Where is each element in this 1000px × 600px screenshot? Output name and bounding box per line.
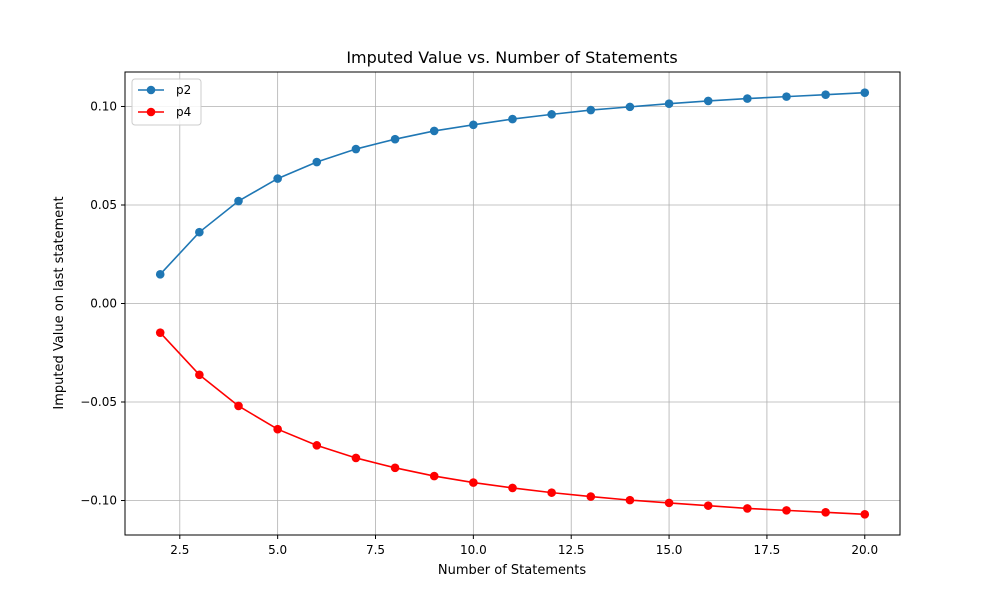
data-point-p4 bbox=[664, 498, 674, 508]
data-point-p2 bbox=[155, 270, 165, 279]
data-point-p2 bbox=[312, 157, 322, 167]
data-point-p4 bbox=[821, 508, 830, 517]
data-point-p2 bbox=[743, 94, 752, 103]
data-point-p2 bbox=[586, 105, 596, 115]
x-axis: 2.5 5.0 7.5 10.0 12.5 15.0 17.5 20.0 bbox=[170, 535, 878, 557]
y-tick-label: 0.05 bbox=[90, 198, 117, 212]
data-point-p2 bbox=[508, 114, 517, 124]
x-tick-label: 2.5 bbox=[170, 543, 189, 557]
data-point-p2 bbox=[195, 227, 204, 237]
data-point-p4 bbox=[195, 370, 204, 380]
data-point-p2 bbox=[625, 102, 635, 112]
legend-item-p4: p4 bbox=[138, 105, 191, 119]
x-tick-label: 7.5 bbox=[366, 543, 385, 557]
x-tick-label: 12.5 bbox=[558, 543, 585, 557]
data-point-p4 bbox=[508, 483, 517, 493]
data-point-p2 bbox=[547, 110, 556, 119]
data-point-p4 bbox=[625, 495, 635, 505]
x-tick-label: 15.0 bbox=[656, 543, 683, 557]
data-point-p2 bbox=[429, 126, 439, 136]
data-point-p2 bbox=[390, 134, 400, 144]
data-point-p2 bbox=[351, 144, 361, 154]
legend-label: p2 bbox=[176, 83, 191, 97]
data-point-p4 bbox=[312, 441, 322, 450]
data-point-p2 bbox=[664, 99, 674, 109]
data-point-p2 bbox=[469, 120, 478, 130]
x-tick-label: 10.0 bbox=[460, 543, 487, 557]
y-axis: −0.10 −0.05 0.00 0.05 0.10 bbox=[80, 99, 125, 508]
x-tick-label: 20.0 bbox=[851, 543, 878, 557]
data-point-p4 bbox=[351, 453, 361, 463]
legend-marker bbox=[146, 85, 156, 95]
data-point-p4 bbox=[273, 424, 282, 434]
y-tick-label: −0.05 bbox=[80, 395, 117, 409]
data-point-p2 bbox=[703, 96, 713, 106]
legend-marker bbox=[146, 107, 156, 117]
x-tick-label: 5.0 bbox=[268, 543, 287, 557]
data-point-p2 bbox=[821, 90, 830, 99]
legend-label: p4 bbox=[176, 105, 191, 119]
data-point-p4 bbox=[429, 471, 439, 481]
legend: p2 p4 bbox=[131, 78, 202, 126]
data-point-p4 bbox=[155, 328, 165, 337]
chart-title: Imputed Value vs. Number of Statements bbox=[346, 48, 677, 67]
legend-item-p2: p2 bbox=[138, 83, 191, 97]
data-point-p4 bbox=[586, 492, 596, 501]
data-point-p4 bbox=[547, 488, 556, 497]
grid bbox=[125, 72, 900, 535]
data-point-p2 bbox=[273, 174, 282, 183]
y-tick-label: −0.10 bbox=[80, 494, 117, 508]
data-point-p2 bbox=[860, 88, 870, 97]
series-p4 bbox=[155, 328, 870, 519]
y-tick-label: 0.00 bbox=[90, 297, 117, 311]
series-p2 bbox=[155, 88, 870, 279]
data-point-p2 bbox=[782, 92, 791, 101]
data-point-p4 bbox=[234, 401, 243, 411]
data-point-p4 bbox=[390, 463, 400, 473]
data-point-p4 bbox=[743, 504, 752, 513]
x-axis-label: Number of Statements bbox=[438, 563, 586, 578]
x-tick-label: 17.5 bbox=[754, 543, 781, 557]
data-point-p4 bbox=[860, 510, 870, 519]
data-point-p4 bbox=[469, 478, 478, 487]
data-point-p4 bbox=[703, 501, 713, 510]
y-tick-label: 0.10 bbox=[90, 99, 117, 113]
y-axis-label: Imputed Value on last statement bbox=[52, 196, 67, 409]
data-point-p4 bbox=[782, 506, 791, 515]
series-layer bbox=[155, 88, 870, 519]
data-point-p2 bbox=[234, 196, 243, 206]
